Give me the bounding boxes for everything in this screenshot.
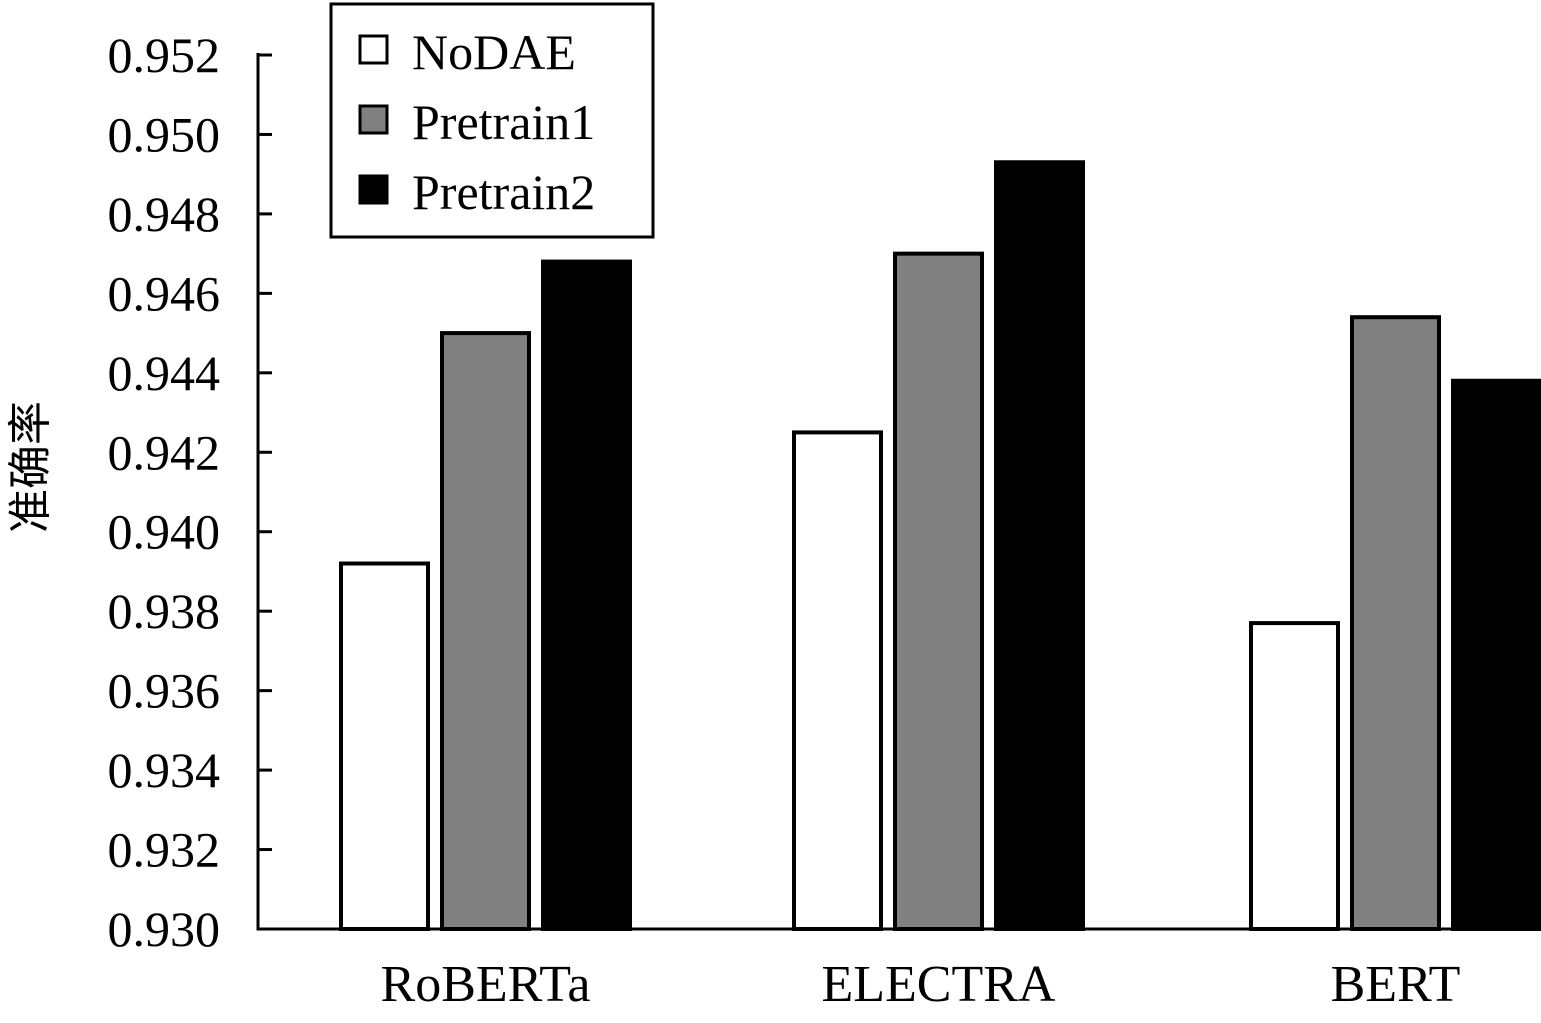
- y-tick-label: 0.952: [108, 27, 221, 83]
- y-tick-label: 0.938: [108, 583, 221, 639]
- legend-swatch-pretrain2: [358, 174, 389, 205]
- legend-label-pretrain2: Pretrain2: [412, 164, 595, 220]
- legend: NoDAE Pretrain1 Pretrain2: [329, 2, 655, 239]
- bars-layer: [339, 160, 1541, 932]
- axes-layer: [256, 53, 1541, 931]
- bar-pretrain2-bert: [1451, 378, 1541, 932]
- legend-swatch-nodae: [358, 34, 389, 65]
- bar-nodae-bert: [1249, 621, 1340, 931]
- bar-pretrain2-roberta: [541, 259, 632, 931]
- y-tick-label: 0.946: [108, 265, 221, 321]
- y-tick-label: 0.932: [108, 822, 221, 878]
- y-tick-label: 0.950: [108, 106, 221, 162]
- y-tick-label: 0.934: [108, 742, 221, 798]
- legend-label-pretrain1: Pretrain1: [412, 94, 595, 150]
- x-categories-layer: RoBERTa ELECTRA BERT: [381, 956, 1461, 1013]
- bar-pretrain1-bert: [1350, 315, 1441, 931]
- bar-nodae-roberta: [339, 561, 430, 931]
- x-category-label: RoBERTa: [381, 956, 591, 1013]
- y-tick-label: 0.936: [108, 663, 221, 719]
- x-category-label: ELECTRA: [822, 956, 1056, 1013]
- y-tick-label: 0.940: [108, 504, 221, 560]
- y-tick-label: 0.930: [108, 901, 221, 957]
- y-axis-title: 准确率: [5, 401, 56, 533]
- legend-label-nodae: NoDAE: [412, 24, 576, 80]
- y-tick-label: 0.944: [108, 345, 221, 401]
- bar-pretrain1-roberta: [440, 331, 531, 932]
- bar-pretrain1-electra: [893, 251, 984, 932]
- y-tick-label: 0.948: [108, 186, 221, 242]
- y-ticks-layer: 0.930 0.932 0.934 0.936 0.938 0.940 0.942 0.944…: [108, 27, 272, 957]
- y-tick-label: 0.942: [108, 424, 221, 480]
- x-category-label: BERT: [1331, 956, 1461, 1013]
- bar-nodae-electra: [792, 430, 883, 931]
- legend-swatch-pretrain1: [358, 104, 389, 135]
- bar-pretrain2-electra: [994, 160, 1085, 932]
